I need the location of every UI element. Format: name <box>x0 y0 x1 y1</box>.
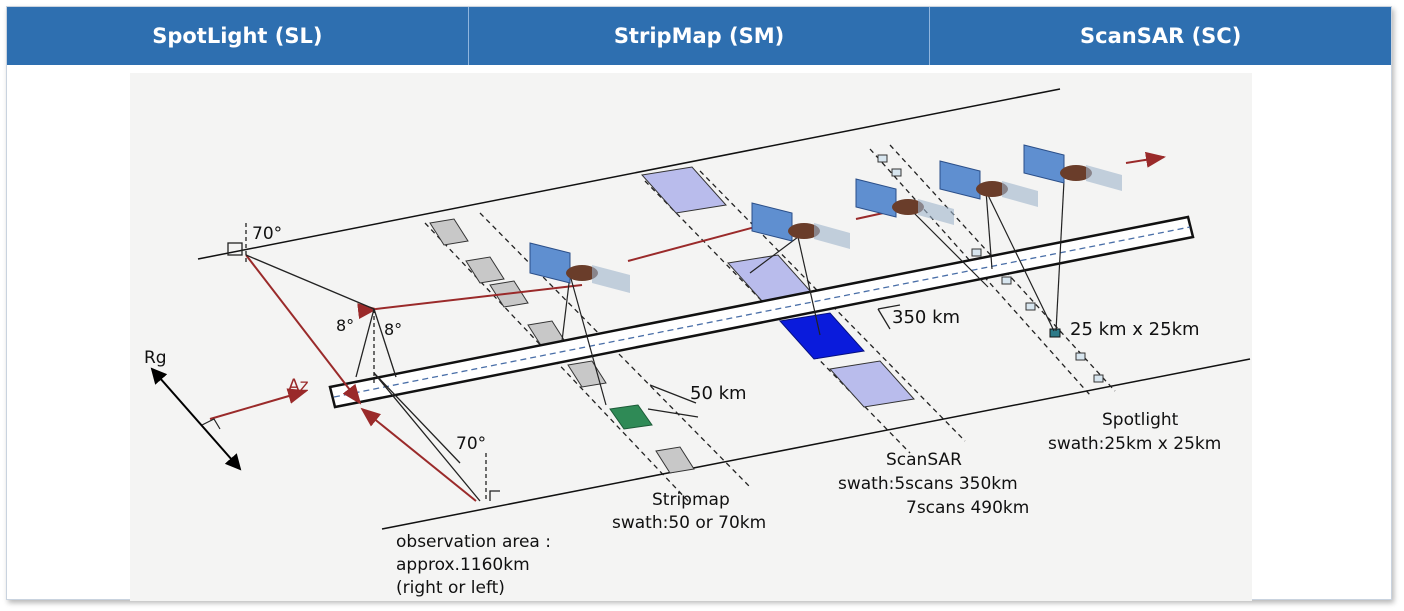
observation-line-1: observation area : <box>396 532 551 552</box>
satellite-3 <box>855 178 954 225</box>
width-indicators <box>647 304 901 418</box>
scansar-footprint-active <box>779 312 865 360</box>
stripmap-swath: swath:50 or 70km <box>612 513 766 533</box>
scansar-footprints <box>641 166 915 408</box>
track-centerline <box>333 226 1191 398</box>
az-label: Az <box>288 376 309 396</box>
sar-modes-diagram: 70° 70° 8° 8° Rg Az 350 km 50 km 25 km x… <box>130 73 1252 601</box>
spotlight-footprints <box>877 154 1104 383</box>
stripmap-title: Stripmap <box>652 490 730 510</box>
diagram-canvas: 70° 70° 8° 8° Rg Az 350 km 50 km 25 km x… <box>144 88 1251 598</box>
rg-label: Rg <box>144 348 167 368</box>
spotlight-size-label: 25 km x 25km <box>1070 319 1200 340</box>
direction-arrows <box>209 151 1166 502</box>
stripmap-width-label: 50 km <box>690 383 747 404</box>
far-ground-line <box>197 88 1061 260</box>
spotlight-swath: swath:25km x 25km <box>1048 434 1221 454</box>
observation-line-3: (right or left) <box>396 578 505 598</box>
satellite-2 <box>751 202 850 249</box>
satellite-4 <box>939 160 1038 207</box>
scansar-width-label: 350 km <box>892 307 960 328</box>
incidence-wedge <box>227 223 500 502</box>
observation-line-2: approx.1160km <box>396 555 530 575</box>
tab-spotlight[interactable]: SpotLight (SL) <box>7 7 469 65</box>
radar-beams <box>561 180 1065 406</box>
angle-label-top: 70° <box>252 224 282 244</box>
spotlight-title: Spotlight <box>1102 410 1179 430</box>
range-axis <box>150 367 242 471</box>
tab-stripmap[interactable]: StripMap (SM) <box>469 7 931 65</box>
satellites <box>529 144 1122 293</box>
near-ground-line <box>381 358 1251 530</box>
spotlight-footprint-active <box>1049 328 1061 338</box>
tab-scansar[interactable]: ScanSAR (SC) <box>1080 24 1242 48</box>
satellite-1 <box>529 242 630 293</box>
angle-label-bottom: 70° <box>456 434 486 454</box>
axis-right-angle <box>201 418 221 430</box>
scansar-title: ScanSAR <box>886 450 962 470</box>
angle-label-left: 8° <box>336 316 354 335</box>
stripmap-footprint-active <box>609 404 653 430</box>
scansar-swath-2: 7scans 490km <box>906 498 1029 518</box>
scansar-swath-1: swath:5scans 350km <box>838 474 1018 494</box>
mode-tab-bar: SpotLight (SL) StripMap (SM) ScanSAR (SC… <box>7 7 1391 65</box>
satellite-5 <box>1023 144 1122 191</box>
mode-panel: SpotLight (SL) StripMap (SM) ScanSAR (SC… <box>6 6 1392 601</box>
angle-label-right: 8° <box>384 320 402 339</box>
